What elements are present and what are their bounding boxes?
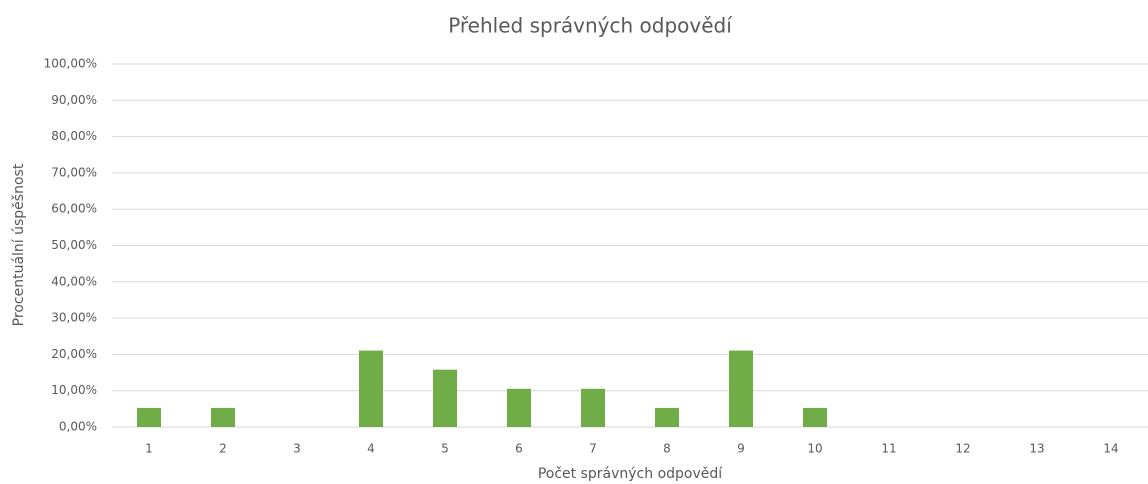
bar: [211, 407, 235, 427]
y-tick-label: 20,00%: [51, 347, 97, 361]
bar: [581, 388, 605, 427]
x-tick-label: 7: [589, 442, 597, 456]
bar: [655, 407, 679, 427]
y-tick-label: 100,00%: [44, 57, 97, 71]
x-tick-label: 1: [145, 442, 153, 456]
x-tick-label: 4: [367, 442, 375, 456]
x-tick-label: 2: [219, 442, 227, 456]
bar: [507, 388, 531, 427]
y-tick-label: 70,00%: [51, 165, 97, 179]
x-tick-label: 8: [663, 442, 671, 456]
x-tick-label: 10: [807, 442, 822, 456]
bar: [137, 407, 161, 427]
y-tick-label: 30,00%: [51, 311, 97, 325]
bar: [359, 350, 383, 427]
y-tick-label: 80,00%: [51, 129, 97, 143]
y-tick-label: 0,00%: [59, 420, 97, 434]
x-tick-label: 9: [737, 442, 745, 456]
chart-title: Přehled správných odpovědí: [448, 14, 733, 38]
y-tick-label: 10,00%: [51, 383, 97, 397]
bar: [433, 369, 457, 427]
x-tick-label: 13: [1029, 442, 1044, 456]
y-axis-label: Procentuální úspěšnost: [11, 163, 27, 326]
y-tick-label: 60,00%: [51, 202, 97, 216]
x-tick-label: 12: [955, 442, 970, 456]
x-axis-label: Počet správných odpovědí: [538, 466, 723, 482]
x-tick-label: 14: [1103, 442, 1118, 456]
x-tick-label: 5: [441, 442, 449, 456]
y-tick-label: 40,00%: [51, 274, 97, 288]
bar: [729, 350, 753, 427]
y-tick-label: 90,00%: [51, 93, 97, 107]
bar: [803, 407, 827, 427]
x-tick-label: 11: [881, 442, 896, 456]
y-tick-label: 50,00%: [51, 238, 97, 252]
x-tick-label: 6: [515, 442, 523, 456]
x-tick-label: 3: [293, 442, 301, 456]
